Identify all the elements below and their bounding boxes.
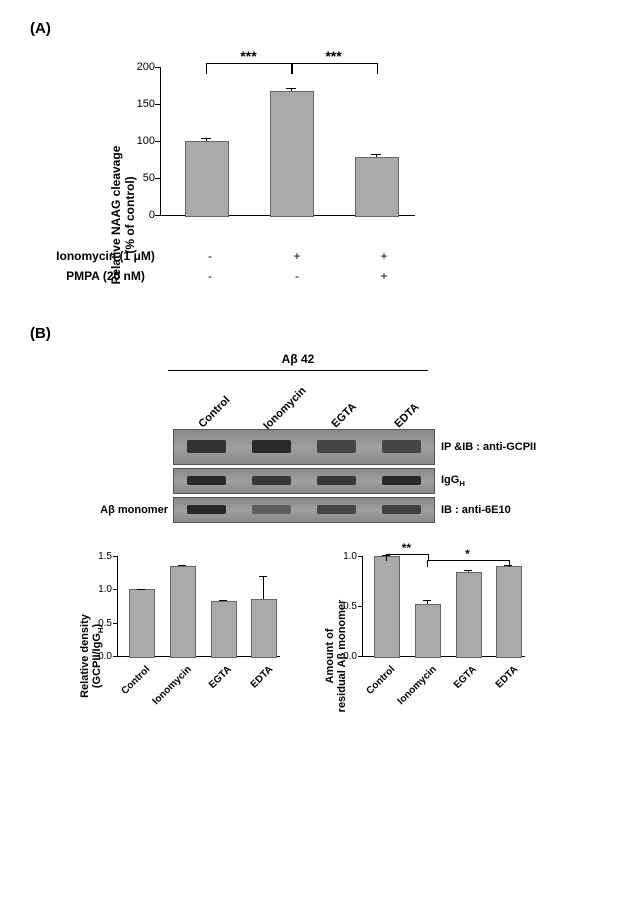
bar-2	[355, 157, 399, 217]
panel-b-charts: Relative density(GCPII/IgGH)0.00.51.01.5…	[75, 541, 601, 711]
bar-0	[185, 141, 229, 217]
panel-a-label: (A)	[30, 20, 601, 37]
condition-table: Ionomycin (1 μM)-++PMPA (20 nM)--+	[44, 245, 429, 287]
panel-b-label: (B)	[30, 325, 601, 342]
chart-b-left: Relative density(GCPII/IgGH)0.00.51.01.5…	[75, 541, 285, 711]
chart-b-right: Amount ofresidual Aβ monomer0.00.51.0Con…	[320, 541, 530, 711]
gel-row-1: IgGH	[90, 468, 601, 494]
bar-1	[270, 91, 314, 217]
gel-row-0: IP &IB : anti-GCPII	[90, 429, 601, 465]
panel-a-chart: Relative NAAG cleavage(% of control)0501…	[105, 47, 601, 287]
gel-row-2: Aβ monomerIB : anti-6E10	[90, 497, 601, 523]
gel-section: Aβ 42 ControlIonomycinEGTAEDTA IP &IB : …	[90, 352, 601, 523]
panel-a: (A) Relative NAAG cleavage(% of control)…	[30, 20, 601, 287]
lane-headers: ControlIonomycinEGTAEDTA	[168, 375, 428, 425]
panel-b: (B) Aβ 42 ControlIonomycinEGTAEDTA IP &I…	[30, 325, 601, 711]
